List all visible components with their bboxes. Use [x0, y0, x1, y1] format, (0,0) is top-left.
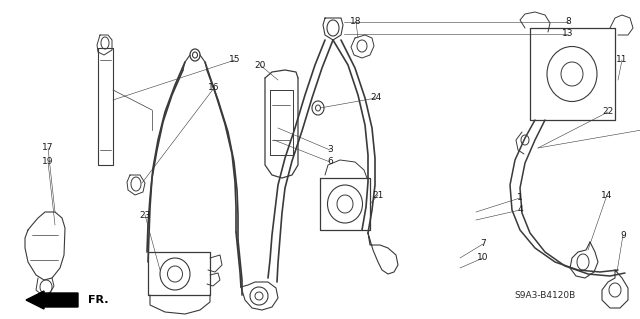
Text: 13: 13 [563, 29, 573, 39]
FancyArrow shape [26, 291, 78, 309]
Text: 6: 6 [327, 158, 333, 167]
Text: 1: 1 [517, 194, 523, 203]
Text: 8: 8 [565, 18, 571, 26]
Text: 17: 17 [42, 144, 54, 152]
Text: 18: 18 [350, 18, 362, 26]
Text: 10: 10 [477, 254, 489, 263]
Text: 14: 14 [602, 190, 612, 199]
Text: 24: 24 [371, 93, 381, 102]
Text: 22: 22 [602, 108, 614, 116]
Text: S9A3-B4120B: S9A3-B4120B [515, 291, 575, 300]
Text: 21: 21 [372, 190, 384, 199]
Text: FR.: FR. [88, 295, 109, 305]
Text: 15: 15 [229, 56, 241, 64]
Text: 19: 19 [42, 158, 54, 167]
Text: 3: 3 [327, 145, 333, 154]
Text: 9: 9 [620, 231, 626, 240]
Text: 4: 4 [517, 205, 523, 214]
Text: 7: 7 [480, 240, 486, 249]
Text: 11: 11 [616, 56, 628, 64]
Text: 23: 23 [140, 211, 150, 219]
Text: 16: 16 [208, 84, 220, 93]
Text: 20: 20 [254, 61, 266, 70]
